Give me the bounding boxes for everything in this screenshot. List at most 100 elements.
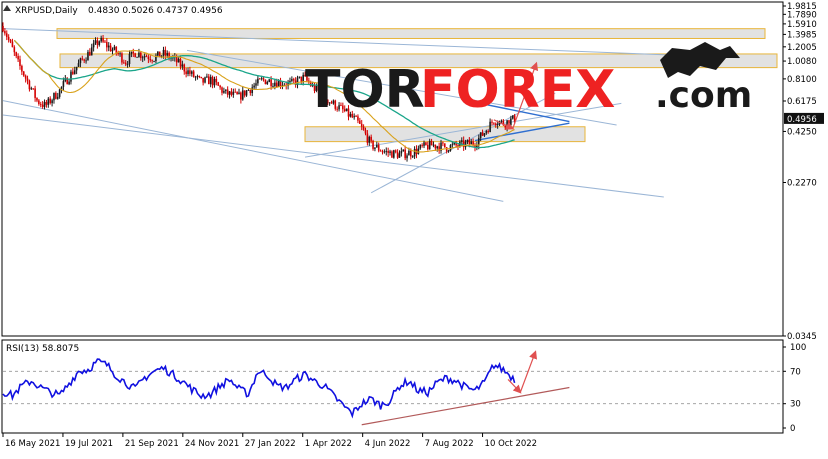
candle-body — [113, 46, 116, 50]
candle-body — [96, 40, 99, 45]
candle-body — [447, 150, 450, 152]
candle-body — [385, 151, 388, 152]
candle-body — [209, 76, 212, 85]
rsi-tick-label: 30 — [790, 400, 801, 410]
time-tick-label: 24 Nov 2021 — [185, 439, 239, 449]
candle-body — [104, 41, 106, 43]
candle-body — [177, 58, 180, 63]
price-tick-label: 0.6175 — [787, 97, 817, 107]
candle-body — [427, 144, 429, 150]
rsi-tick-label: 100 — [790, 343, 806, 353]
logo-word-com: .com — [655, 75, 752, 116]
candle-body — [115, 46, 118, 54]
candle-body — [417, 148, 420, 154]
candle-body — [206, 76, 208, 78]
torforex-logo: TOR FOREX .com — [305, 42, 752, 120]
candle-body — [213, 78, 216, 86]
rsi-forecast-arrow-2 — [519, 350, 538, 393]
candle-body — [70, 71, 72, 82]
candle-body — [55, 92, 57, 99]
candle-body — [185, 71, 187, 75]
time-tick-label: 1 Apr 2022 — [305, 439, 352, 449]
candle-body — [306, 76, 308, 81]
candle-body — [107, 45, 110, 48]
price-tick-label: 1.7890 — [787, 10, 817, 20]
candle-body — [158, 51, 161, 58]
rsi-trendline — [361, 386, 570, 426]
candle-body — [489, 121, 491, 133]
moving-average-fast — [13, 39, 515, 153]
ohlc-values: 0.4830 0.5026 0.4737 0.4956 — [88, 6, 223, 16]
candle-body — [147, 56, 150, 60]
candle-body — [476, 145, 478, 148]
price-tick-label: 1.2005 — [787, 43, 817, 53]
candle-body — [264, 79, 267, 85]
candle-body — [132, 51, 135, 54]
time-tick-label: 27 Jan 2022 — [245, 439, 296, 449]
candle-body — [332, 100, 335, 104]
candle-body — [376, 145, 378, 148]
candle-body — [251, 87, 254, 94]
candle-body — [296, 77, 299, 85]
candle-body — [236, 91, 238, 95]
candle-body — [377, 145, 380, 151]
rsi-levels — [3, 370, 782, 405]
candle-body — [119, 53, 121, 55]
moving-average-slow — [13, 39, 515, 149]
candle-body — [202, 77, 204, 83]
candle-body — [5, 33, 8, 37]
candle-body — [510, 118, 512, 126]
candle-body — [89, 51, 91, 56]
candle-body — [391, 151, 393, 158]
candle-body — [340, 105, 342, 107]
candle-body — [7, 36, 10, 40]
candle-body — [359, 120, 361, 124]
candle-body — [198, 75, 201, 77]
candle-body — [258, 78, 261, 80]
candle-body — [164, 49, 167, 56]
candle-body — [217, 82, 220, 86]
candle-body — [491, 121, 493, 123]
candle-body — [207, 76, 210, 85]
candle-body — [315, 85, 318, 91]
candle-body — [219, 85, 221, 88]
price-tick-label: 1.9815 — [787, 2, 817, 12]
candle-body — [436, 146, 439, 149]
candle-body — [223, 90, 225, 93]
candle-body — [232, 91, 235, 95]
candle-body — [268, 79, 271, 83]
candle-body — [260, 78, 263, 80]
header-triangle-icon — [3, 5, 11, 11]
candle-body — [468, 140, 471, 145]
candle-body — [279, 80, 282, 86]
candle-body — [511, 115, 514, 119]
candle-body — [181, 64, 184, 67]
candle-body — [123, 62, 125, 64]
trendline-7 — [479, 102, 570, 123]
candle-body — [238, 92, 240, 95]
candle-body — [432, 144, 435, 146]
candle-body — [289, 80, 291, 82]
time-tick-label: 21 Sep 2021 — [125, 439, 179, 449]
candle-body — [408, 150, 410, 156]
candle-body — [143, 56, 146, 58]
candle-body — [396, 152, 399, 158]
candle-body — [224, 89, 227, 91]
candle-body — [22, 71, 25, 76]
candle-body — [421, 144, 423, 146]
candle-body — [360, 123, 363, 127]
candle-body — [21, 65, 23, 72]
symbol-header: XRPUSD,Daily 0.4830 0.5026 0.4737 0.4956 — [3, 5, 223, 16]
candle-body — [117, 53, 119, 54]
support-resistance-zones — [56, 28, 778, 143]
candle-body — [4, 31, 6, 34]
candle-body — [38, 100, 40, 104]
candle-body — [474, 145, 476, 148]
zone-2 — [59, 53, 778, 69]
candle-body — [62, 81, 65, 87]
candle-body — [162, 49, 165, 56]
candle-body — [90, 47, 93, 56]
